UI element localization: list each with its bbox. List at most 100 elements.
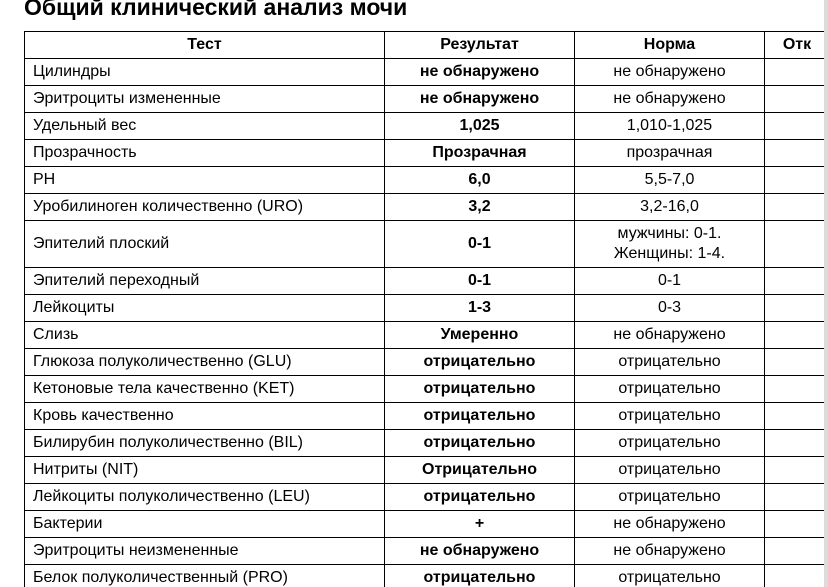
norm-cell: 0-1 [575, 268, 765, 295]
test-cell: Глюкоза полуколичественно (GLU) [25, 349, 385, 376]
norm-cell: отрицательно [575, 403, 765, 430]
norm-cell: не обнаружено [575, 322, 765, 349]
scrollbar-edge [824, 0, 828, 587]
result-cell: отрицательно [385, 484, 575, 511]
result-cell: отрицательно [385, 376, 575, 403]
deviation-cell [765, 194, 828, 221]
table-row: Цилиндрыне обнаруженоне обнаружено [25, 59, 828, 86]
results-table: Тест Результат Норма Отк Цилиндрыне обна… [24, 31, 828, 587]
result-cell: не обнаружено [385, 59, 575, 86]
table-row: Удельный вес1,0251,010-1,025 [25, 113, 828, 140]
test-cell: Лейкоциты полуколичественно (LEU) [25, 484, 385, 511]
deviation-cell [765, 403, 828, 430]
table-body: Цилиндрыне обнаруженоне обнаруженоЭритро… [25, 59, 828, 587]
table-row: Эпителий плоский0-1мужчины: 0-1.Женщины:… [25, 221, 828, 268]
col-header-deviation: Отк [765, 32, 828, 59]
test-cell: Кетоновые тела качественно (KET) [25, 376, 385, 403]
deviation-cell [765, 221, 828, 268]
table-row: СлизьУмеренноне обнаружено [25, 322, 828, 349]
table-row: Глюкоза полуколичественно (GLU)отрицател… [25, 349, 828, 376]
test-cell: PH [25, 167, 385, 194]
test-cell: Уробилиноген количественно (URO) [25, 194, 385, 221]
norm-cell: 5,5-7,0 [575, 167, 765, 194]
result-cell: 1-3 [385, 295, 575, 322]
result-cell: отрицательно [385, 565, 575, 587]
result-cell: Отрицательно [385, 457, 575, 484]
result-cell: отрицательно [385, 430, 575, 457]
test-cell: Слизь [25, 322, 385, 349]
table-row: Эритроциты неизмененныене обнаруженоне о… [25, 538, 828, 565]
result-cell: 1,025 [385, 113, 575, 140]
norm-cell: прозрачная [575, 140, 765, 167]
test-cell: Билирубин полуколичественно (BIL) [25, 430, 385, 457]
result-cell: Прозрачная [385, 140, 575, 167]
table-row: Белок полуколичественный (PRO)отрицатель… [25, 565, 828, 587]
deviation-cell [765, 322, 828, 349]
deviation-cell [765, 349, 828, 376]
result-cell: отрицательно [385, 403, 575, 430]
test-cell: Нитриты (NIT) [25, 457, 385, 484]
result-cell: не обнаружено [385, 538, 575, 565]
table-row: Эпителий переходный0-10-1 [25, 268, 828, 295]
deviation-cell [765, 376, 828, 403]
test-cell: Эпителий переходный [25, 268, 385, 295]
result-cell: не обнаружено [385, 86, 575, 113]
test-cell: Белок полуколичественный (PRO) [25, 565, 385, 587]
table-row: Уробилиноген количественно (URO)3,23,2-1… [25, 194, 828, 221]
deviation-cell [765, 457, 828, 484]
page-title: Общий клинический анализ мочи [24, 0, 828, 31]
norm-cell: отрицательно [575, 376, 765, 403]
test-cell: Эритроциты неизмененные [25, 538, 385, 565]
norm-cell: отрицательно [575, 349, 765, 376]
deviation-cell [765, 86, 828, 113]
col-header-norm: Норма [575, 32, 765, 59]
deviation-cell [765, 295, 828, 322]
deviation-cell [765, 140, 828, 167]
document-page: Общий клинический анализ мочи Тест Резул… [0, 0, 828, 587]
table-row: Лейкоциты полуколичественно (LEU)отрицат… [25, 484, 828, 511]
result-cell: Умеренно [385, 322, 575, 349]
table-row: Кетоновые тела качественно (KET)отрицате… [25, 376, 828, 403]
table-row: Бактерии+не обнаружено [25, 511, 828, 538]
test-cell: Удельный вес [25, 113, 385, 140]
table-row: Билирубин полуколичественно (BIL)отрицат… [25, 430, 828, 457]
col-header-test: Тест [25, 32, 385, 59]
col-header-result: Результат [385, 32, 575, 59]
deviation-cell [765, 167, 828, 194]
result-cell: отрицательно [385, 349, 575, 376]
norm-cell: отрицательно [575, 430, 765, 457]
test-cell: Бактерии [25, 511, 385, 538]
table-header-row: Тест Результат Норма Отк [25, 32, 828, 59]
norm-cell: мужчины: 0-1.Женщины: 1-4. [575, 221, 765, 268]
norm-cell: 3,2-16,0 [575, 194, 765, 221]
deviation-cell [765, 113, 828, 140]
table-row: Лейкоциты1-30-3 [25, 295, 828, 322]
result-cell: 3,2 [385, 194, 575, 221]
norm-cell: отрицательно [575, 457, 765, 484]
test-cell: Эпителий плоский [25, 221, 385, 268]
test-cell: Кровь качественно [25, 403, 385, 430]
result-cell: + [385, 511, 575, 538]
result-cell: 6,0 [385, 167, 575, 194]
table-row: Эритроциты измененныене обнаруженоне обн… [25, 86, 828, 113]
norm-cell: не обнаружено [575, 538, 765, 565]
deviation-cell [765, 538, 828, 565]
table-row: Нитриты (NIT)Отрицательноотрицательно [25, 457, 828, 484]
test-cell: Эритроциты измененные [25, 86, 385, 113]
test-cell: Лейкоциты [25, 295, 385, 322]
deviation-cell [765, 59, 828, 86]
norm-cell: отрицательно [575, 484, 765, 511]
norm-cell: отрицательно [575, 565, 765, 587]
norm-cell: не обнаружено [575, 511, 765, 538]
test-cell: Прозрачность [25, 140, 385, 167]
test-cell: Цилиндры [25, 59, 385, 86]
deviation-cell [765, 565, 828, 587]
norm-cell: не обнаружено [575, 86, 765, 113]
result-cell: 0-1 [385, 221, 575, 268]
deviation-cell [765, 511, 828, 538]
result-cell: 0-1 [385, 268, 575, 295]
norm-cell: 1,010-1,025 [575, 113, 765, 140]
deviation-cell [765, 430, 828, 457]
table-row: PH6,05,5-7,0 [25, 167, 828, 194]
norm-cell: 0-3 [575, 295, 765, 322]
